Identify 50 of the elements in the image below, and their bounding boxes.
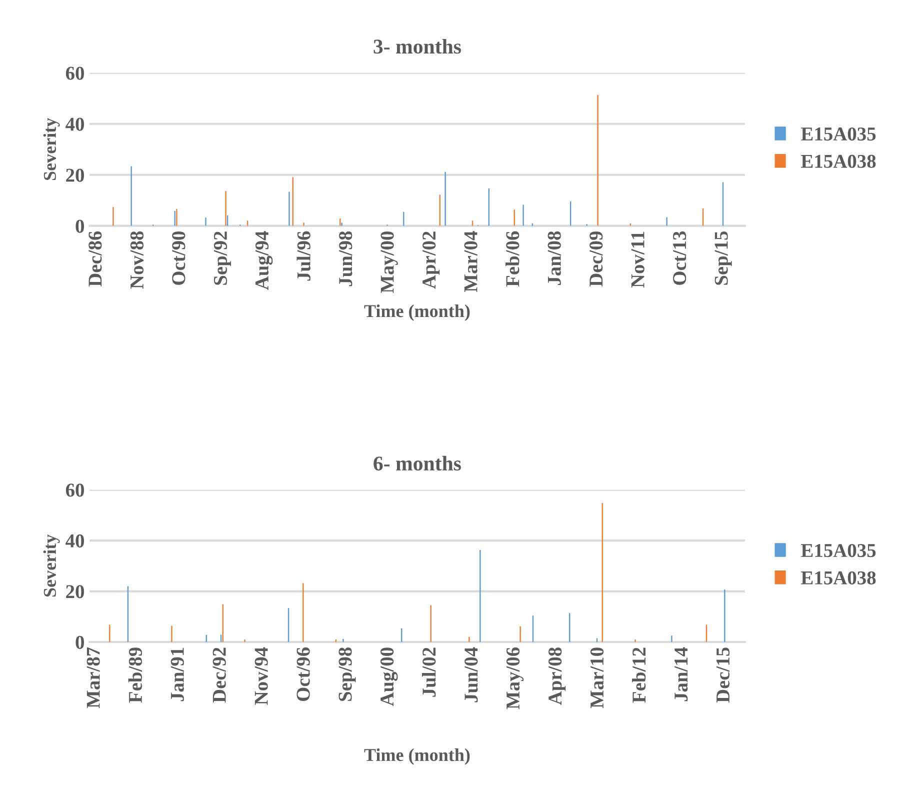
legend-label: E15A038	[801, 154, 876, 168]
x-tick-label: Aug/00	[380, 648, 398, 706]
x-tick-label: Sep/92	[214, 232, 231, 285]
x-tick-label: Jul/96	[296, 231, 310, 281]
x-tick-label: Feb/12	[632, 648, 646, 703]
x-tick-label: Jan/14	[674, 647, 688, 702]
x-tick-label: Oct/13	[673, 231, 686, 285]
y-tick-label: 60	[66, 66, 84, 80]
x-tick-label: Jul/02	[422, 648, 436, 697]
x-tick-label: Nov/88	[130, 231, 144, 289]
y-tick-label: 20	[66, 168, 84, 182]
legend-label: E15A035	[801, 127, 876, 141]
x-tick-label: Mar/04	[464, 231, 478, 292]
x-tick-label: Dec/15	[716, 648, 730, 703]
x-tick-label: May/06	[506, 647, 524, 710]
x-tick-label: Nov/94	[254, 647, 268, 705]
legend-label: E15A038	[801, 571, 876, 584]
x-tick-label: Jan/08	[548, 231, 561, 285]
x-tick-label: Jun/04	[464, 647, 478, 702]
x-tick-label: Feb/06	[506, 231, 520, 287]
x-tick-label: Dec/09	[590, 231, 603, 287]
x-tick-label: Apr/08	[548, 648, 566, 706]
x-axis-title: Time (month)	[364, 748, 470, 765]
y-tick-label: 0	[76, 636, 84, 649]
chart-title: 6- months	[374, 456, 461, 471]
y-axis-title: Severity	[43, 118, 60, 180]
legend-label: E15A035	[801, 544, 876, 558]
x-tick-label: May/00	[380, 231, 398, 294]
x-tick-label: Aug/94	[255, 231, 273, 290]
y-tick-label: 60	[66, 484, 84, 497]
x-tick-label: Jan/91	[170, 648, 184, 702]
x-tick-label: Sep/98	[338, 648, 356, 701]
x-tick-label: Nov/11	[631, 232, 644, 288]
y-tick-label: 40	[66, 118, 84, 131]
y-axis-title: Severity	[43, 534, 60, 597]
x-tick-label: Feb/89	[128, 648, 142, 703]
x-tick-label: Dec/86	[88, 231, 102, 287]
x-tick-label: Apr/02	[422, 232, 440, 289]
x-tick-label: Sep/15	[714, 231, 732, 285]
x-tick-label: Jun/98	[339, 231, 352, 286]
x-tick-label: Mar/87	[86, 647, 100, 708]
chart-title: 3- months	[374, 38, 461, 54]
x-axis-title: Time (month)	[364, 304, 470, 321]
x-tick-label: Dec/92	[212, 648, 226, 703]
x-tick-label: Oct/96	[296, 647, 310, 701]
x-tick-label: Mar/10	[590, 648, 604, 708]
y-tick-label: 40	[66, 534, 84, 548]
x-tick-label: Oct/90	[172, 231, 186, 285]
y-tick-label: 0	[76, 220, 84, 233]
y-tick-label: 20	[66, 585, 84, 598]
